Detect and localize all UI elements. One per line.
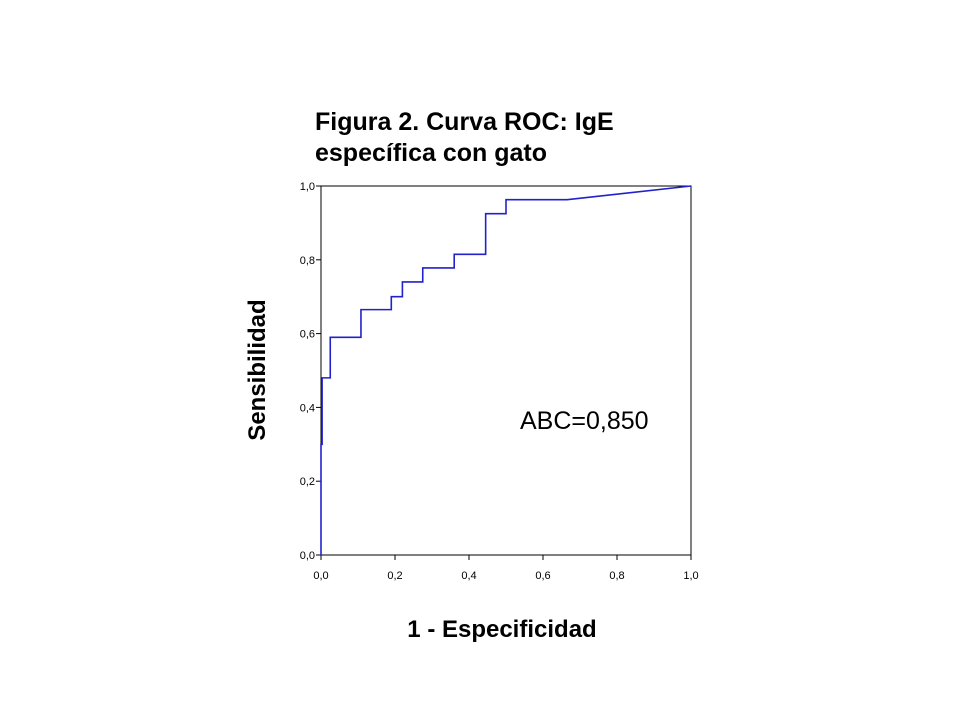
y-axis: 0,0 0,2 0,4 0,6 0,8 1,0 bbox=[300, 181, 321, 562]
chart-title-line-1: Figura 2. Curva ROC: IgE bbox=[315, 108, 614, 136]
x-axis-label: 1 - Especificidad bbox=[407, 616, 596, 643]
auc-annotation: ABC=0,850 bbox=[520, 407, 649, 435]
x-tick-label: 0,4 bbox=[461, 570, 476, 582]
chart-title-line-2: específica con gato bbox=[315, 139, 547, 167]
y-tick-label: 0,4 bbox=[300, 402, 315, 414]
y-tick-label: 1,0 bbox=[300, 181, 315, 193]
y-tick-label: 0,6 bbox=[300, 329, 315, 341]
y-axis-label: Sensibilidad bbox=[244, 299, 271, 440]
y-tick-label: 0,8 bbox=[300, 255, 315, 267]
x-axis: 0,0 0,2 0,4 0,6 0,8 1,0 bbox=[313, 555, 699, 582]
roc-curve-line bbox=[320, 185, 692, 555]
x-tick-label: 1,0 bbox=[683, 570, 698, 582]
x-tick-label: 0,6 bbox=[535, 570, 550, 582]
y-tick-label: 0,0 bbox=[300, 550, 315, 562]
y-tick-label: 0,2 bbox=[300, 476, 315, 488]
x-tick-label: 0,0 bbox=[313, 570, 328, 582]
x-tick-label: 0,2 bbox=[387, 570, 402, 582]
x-tick-label: 0,8 bbox=[609, 570, 624, 582]
plot-frame bbox=[320, 185, 692, 556]
